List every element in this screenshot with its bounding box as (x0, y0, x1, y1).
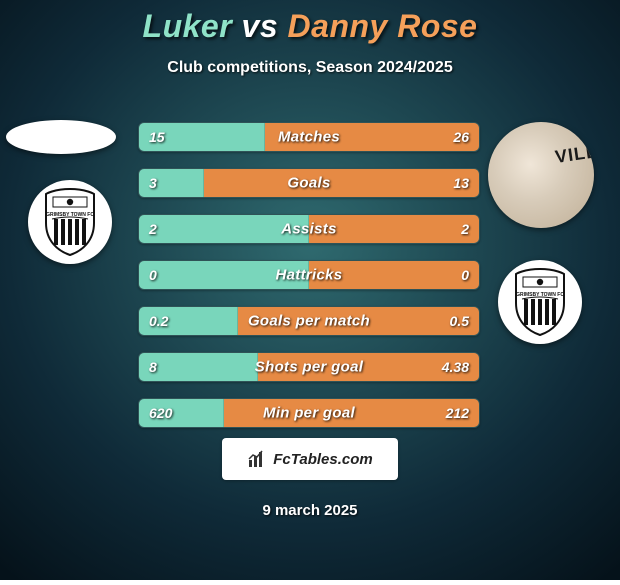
stat-label: Shots per goal (139, 359, 479, 376)
stat-row: Goals3 13 (138, 168, 480, 198)
subtitle: Club competitions, Season 2024/2025 (0, 59, 620, 77)
stat-label: Assists (139, 221, 479, 238)
stat-row: Matches15 26 (138, 122, 480, 152)
stat-row: Assists2 2 (138, 214, 480, 244)
stat-value-left: 2 (149, 221, 157, 237)
date-label: 9 march 2025 (0, 502, 620, 519)
stat-label: Hattricks (139, 267, 479, 284)
stat-value-left: 0 (149, 267, 157, 283)
stat-label: Goals (139, 175, 479, 192)
stat-value-left: 3 (149, 175, 157, 191)
title-separator: vs (232, 8, 287, 44)
branding-label: FcTables.com (273, 451, 372, 468)
stat-row: Goals per match0.2 0.5 (138, 306, 480, 336)
club2-badge: GRIMSBY TOWN FC (498, 260, 582, 344)
stat-value-right: 4.38 (442, 359, 469, 375)
club1-badge: GRIMSBY TOWN FC (28, 180, 112, 264)
stat-value-right: 13 (453, 175, 469, 191)
stat-value-right: 0.5 (450, 313, 469, 329)
title-player1: Luker (143, 8, 233, 44)
player1-avatar (6, 120, 116, 154)
stat-row: Hattricks0 0 (138, 260, 480, 290)
stat-label: Min per goal (139, 405, 479, 422)
stat-value-right: 2 (461, 221, 469, 237)
stat-row: Shots per goal8 4.38 (138, 352, 480, 382)
stat-value-right: 0 (461, 267, 469, 283)
branding-badge: FcTables.com (222, 438, 398, 480)
shield-icon: GRIMSBY TOWN FC (40, 187, 100, 257)
stat-value-left: 15 (149, 129, 165, 145)
shield-icon: GRIMSBY TOWN FC (510, 267, 570, 337)
chart-icon (247, 449, 267, 469)
stat-label: Goals per match (139, 313, 479, 330)
stat-value-right: 212 (446, 405, 469, 421)
stat-row: Min per goal620 212 (138, 398, 480, 428)
stat-label: Matches (139, 129, 479, 146)
stat-value-left: 620 (149, 405, 172, 421)
page-title: Luker vs Danny Rose (0, 0, 620, 45)
title-player2: Danny Rose (288, 8, 478, 44)
stat-value-right: 26 (453, 129, 469, 145)
stats-container: Matches15 26 Goals3 13 Assists2 2 Hattricks0 0 G… (138, 122, 480, 444)
stat-value-left: 8 (149, 359, 157, 375)
player2-avatar (488, 122, 594, 228)
stat-value-left: 0.2 (149, 313, 168, 329)
